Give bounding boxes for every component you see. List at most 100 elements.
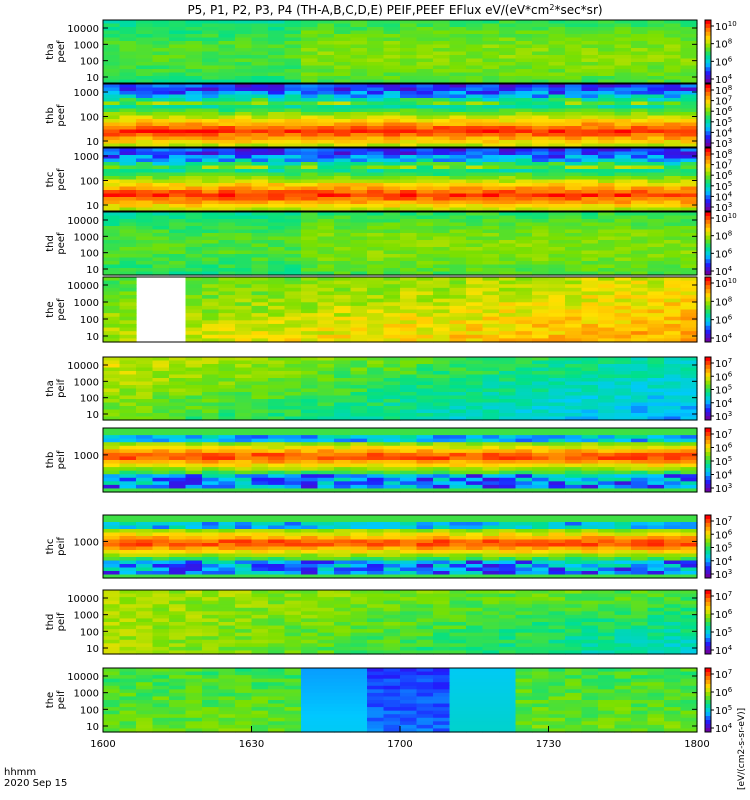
spectrogram-cell: [515, 271, 533, 276]
spectrogram-cell: [185, 58, 203, 63]
spectrogram-cell: [136, 122, 154, 127]
spectrogram-cell: [664, 37, 682, 42]
spectrogram-cell: [136, 467, 154, 472]
spectrogram-cell: [449, 34, 467, 39]
spectrogram-cell: [218, 105, 236, 110]
spectrogram-cell: [598, 445, 616, 450]
colorbar-segment: [705, 63, 711, 68]
spectrogram-cell: [532, 327, 550, 332]
spectrogram-cell: [169, 179, 187, 184]
spectrogram-cell: [433, 165, 451, 170]
spectrogram-cell: [565, 179, 583, 184]
spectrogram-cell: [449, 388, 467, 393]
spectrogram-cell: [664, 172, 682, 177]
spectrogram-cell: [218, 445, 236, 450]
spectrogram-cell: [218, 183, 236, 188]
spectrogram-cell: [218, 193, 236, 198]
spectrogram-cell: [449, 431, 467, 436]
colorbar-segment: [705, 388, 711, 393]
spectrogram-cell: [317, 155, 335, 160]
spectrogram-cell: [284, 532, 302, 537]
spectrogram-cell: [136, 431, 154, 436]
spectrogram-cell: [449, 406, 467, 411]
spectrogram-cell: [449, 360, 467, 365]
spectrogram-cell: [350, 72, 368, 77]
spectrogram-cell: [185, 101, 203, 106]
spectrogram-cell: [202, 27, 220, 32]
spectrogram-cell: [136, 416, 154, 421]
spectrogram-cell: [565, 112, 583, 117]
spectrogram-cell: [482, 474, 500, 479]
spectrogram-cell: [400, 515, 418, 520]
spectrogram-cell: [664, 115, 682, 120]
colorbar-segment: [705, 187, 711, 192]
spectrogram-cell: [482, 165, 500, 170]
spectrogram-cell: [449, 169, 467, 174]
spectrogram-cell: [268, 261, 286, 266]
spectrogram-cell: [251, 364, 269, 369]
spectrogram-cell: [383, 254, 401, 259]
spectrogram-cell: [532, 91, 550, 96]
spectrogram-cell: [383, 435, 401, 440]
spectrogram-cell: [548, 470, 566, 475]
spectrogram-cell: [466, 200, 484, 205]
spectrogram-cell: [565, 236, 583, 241]
spectrogram-cell: [631, 76, 649, 81]
spectrogram-cell: [284, 313, 302, 318]
colorbar-segment: [705, 309, 711, 315]
spectrogram-cell: [350, 215, 368, 220]
spectrogram-cell: [202, 94, 220, 99]
spectrogram-cell: [152, 460, 170, 465]
spectrogram-cell: [433, 193, 451, 198]
spectrogram-cell: [383, 378, 401, 383]
spectrogram-cell: [598, 334, 616, 339]
spectrogram-cell: [251, 374, 269, 379]
spectrogram-cell: [202, 148, 220, 153]
spectrogram-cell: [449, 435, 467, 440]
spectrogram-cell: [235, 48, 253, 53]
spectrogram-cell: [631, 395, 649, 400]
spectrogram-cell: [202, 37, 220, 42]
spectrogram-cell: [548, 532, 566, 537]
spectrogram-cell: [235, 200, 253, 205]
spectrogram-cell: [416, 151, 434, 156]
spectrogram-cell: [548, 309, 566, 314]
spectrogram-cell: [218, 30, 236, 35]
spectrogram-cell: [598, 148, 616, 153]
spectrogram-cell: [449, 331, 467, 336]
spectrogram-cell: [466, 385, 484, 390]
spectrogram-cell: [350, 364, 368, 369]
spectrogram-cell: [532, 298, 550, 303]
spectrogram-cell: [169, 222, 187, 227]
spectrogram-cell: [350, 41, 368, 46]
spectrogram-cell: [515, 101, 533, 106]
spectrogram-cell: [680, 155, 698, 160]
spectrogram-cell: [185, 406, 203, 411]
spectrogram-cell: [598, 481, 616, 486]
spectrogram-cell: [466, 371, 484, 376]
spectrogram-cell: [598, 51, 616, 56]
spectrogram-cell: [548, 515, 566, 520]
spectrogram-cell: [581, 197, 599, 202]
spectrogram-cell: [515, 445, 533, 450]
spectrogram-cell: [499, 484, 517, 490]
spectrogram-cell: [367, 240, 385, 245]
spectrogram-cell: [416, 515, 434, 520]
spectrogram-cell: [235, 27, 253, 32]
spectrogram-cell: [334, 126, 352, 131]
spectrogram-cell: [334, 257, 352, 262]
spectrogram-cell: [449, 515, 467, 520]
spectrogram-cell: [631, 169, 649, 174]
spectrogram-cell: [598, 140, 616, 145]
spectrogram-cell: [185, 84, 203, 89]
spectrogram-cell: [268, 84, 286, 89]
spectrogram-cell: [416, 143, 434, 148]
spectrogram-cell: [251, 313, 269, 318]
spectrogram-cell: [317, 112, 335, 117]
spectrogram-cell: [433, 219, 451, 224]
spectrogram-cell: [565, 51, 583, 56]
spectrogram-cell: [449, 532, 467, 537]
spectrogram-cell: [548, 115, 566, 120]
spectrogram-cell: [400, 431, 418, 436]
spectrogram-cell: [664, 212, 682, 217]
